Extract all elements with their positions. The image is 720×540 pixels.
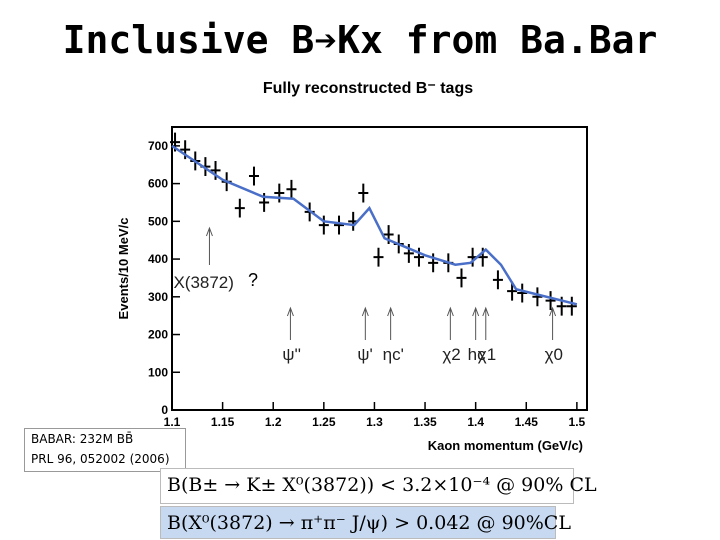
annotation-arrow xyxy=(482,306,490,340)
error-bar xyxy=(517,283,528,303)
annotation-arrow xyxy=(472,306,480,340)
error-bar xyxy=(403,243,414,263)
fit-curve xyxy=(171,144,578,306)
x-tick-label: 1.35 xyxy=(413,415,437,429)
annotation: χ0 xyxy=(545,345,563,364)
error-bar xyxy=(532,287,543,307)
annotation: χ2 xyxy=(442,345,460,364)
error-bar xyxy=(373,247,384,267)
note-line: BABAR: 232M BB̄ xyxy=(31,432,134,446)
plot-frame xyxy=(171,126,588,411)
x-tick-label: 1.4 xyxy=(467,415,484,429)
x-tick-label: 1.5 xyxy=(569,415,586,429)
annotation: ψ' xyxy=(357,345,372,364)
x-tick-label: 1.25 xyxy=(312,415,336,429)
x-tick-label: 1.3 xyxy=(366,415,383,429)
annotation: ? xyxy=(248,270,258,290)
x-tick-label: 1.1 xyxy=(164,415,181,429)
annotation: X(3872) xyxy=(173,273,233,292)
formula: B(X⁰(3872) → π⁺π⁻ J/ψ) > 0.042 @ 90%CL xyxy=(160,506,571,539)
formula: B(B± → K± X⁰(3872)) < 3.2×10⁻⁴ @ 90% CL xyxy=(160,468,597,504)
y-tick-label: 500 xyxy=(148,214,168,228)
note-line: PRL 96, 052002 (2006) xyxy=(31,452,170,466)
error-bar xyxy=(334,215,345,235)
error-bar xyxy=(234,198,245,218)
slide-title: Inclusive B➔Kx from Ba.Bar xyxy=(62,18,658,62)
y-tick-label: 400 xyxy=(148,252,168,266)
y-tick-label: 0 xyxy=(161,403,168,417)
error-bar xyxy=(456,268,467,288)
error-bar xyxy=(358,183,369,203)
annotation-arrow xyxy=(387,306,395,340)
reference-box: BABAR: 232M BB̄ PRL 96, 052002 (2006) xyxy=(24,428,186,472)
annotation: χ1 xyxy=(478,345,496,364)
annotation-arrow xyxy=(446,306,454,340)
x-tick-label: 1.15 xyxy=(211,415,235,429)
error-bar xyxy=(413,247,424,267)
error-bar xyxy=(210,160,221,180)
annotation-arrow xyxy=(286,306,294,340)
error-bar xyxy=(566,296,577,316)
annotation-arrow xyxy=(205,226,213,265)
error-bar xyxy=(274,183,285,203)
annotation: ηc' xyxy=(383,345,404,364)
error-bar xyxy=(492,270,503,290)
y-tick-label: 200 xyxy=(148,328,168,342)
y-tick-label: 600 xyxy=(148,177,168,191)
y-tick-label: 700 xyxy=(148,139,168,153)
annotation: hc xyxy=(468,345,486,364)
slide-subtitle: Fully reconstructed B⁻ tags xyxy=(262,80,474,97)
x-axis-label: Kaon momentum (GeV/c) xyxy=(428,438,583,453)
y-tick-label: 300 xyxy=(148,290,168,304)
y-axis-label: Events/10 MeV/c xyxy=(116,218,131,320)
annotation: ψ'' xyxy=(282,345,301,364)
y-tick-label: 100 xyxy=(148,365,168,379)
error-bar xyxy=(248,166,259,186)
error-bar xyxy=(318,215,329,235)
x-tick-label: 1.45 xyxy=(515,415,539,429)
error-bar xyxy=(545,291,556,311)
annotation-arrow xyxy=(361,306,369,340)
x-tick-label: 1.2 xyxy=(265,415,282,429)
error-bar xyxy=(286,179,297,199)
annotation-arrow xyxy=(549,306,557,340)
